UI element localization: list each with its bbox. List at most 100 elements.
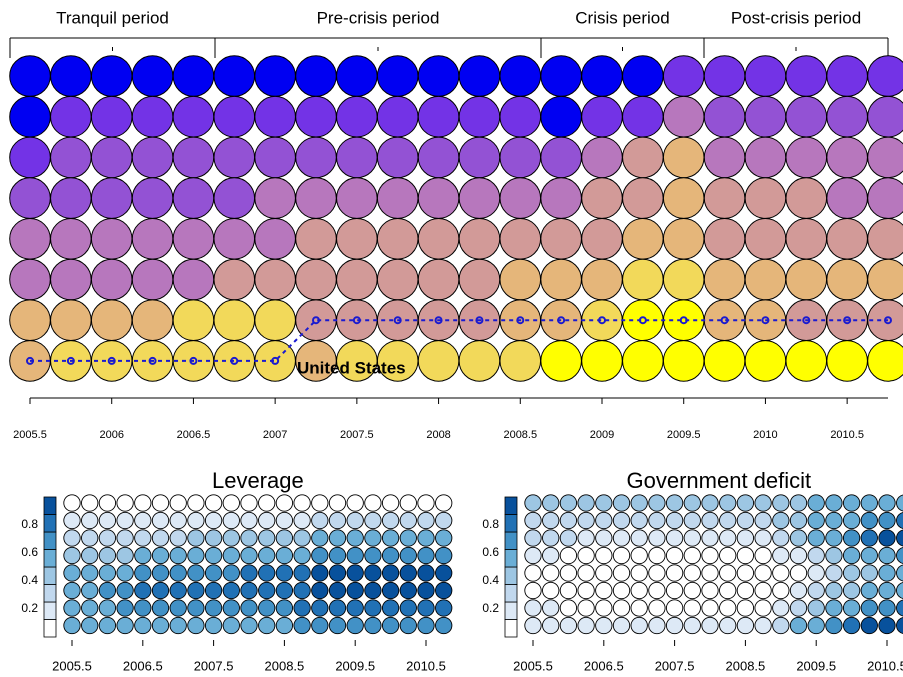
heat-circle	[630, 616, 648, 635]
state-circle	[336, 95, 378, 138]
heat-circle	[240, 529, 258, 547]
heat-circle	[665, 546, 684, 565]
heat-circle	[878, 511, 896, 530]
heat-circle	[807, 529, 825, 547]
state-circle	[744, 177, 787, 219]
heat-circle	[878, 494, 896, 512]
state-circle	[622, 95, 664, 138]
heat-circle	[346, 616, 364, 635]
period-label: Tranquil period	[56, 8, 169, 27]
state-circle	[703, 340, 746, 382]
heat-circle	[577, 511, 595, 530]
heat-circle	[878, 616, 896, 635]
heat-circle	[364, 529, 382, 547]
heat-circle	[81, 616, 99, 635]
heat-circle	[240, 564, 258, 582]
heat-circle	[187, 599, 205, 617]
legend-swatch	[43, 496, 57, 515]
heat-circle	[665, 564, 684, 582]
heat-circle	[417, 564, 435, 582]
heat-circle	[595, 546, 613, 565]
country-point	[26, 356, 34, 365]
state-circle	[50, 218, 92, 260]
heat-circle	[559, 529, 578, 547]
state-circle	[295, 177, 337, 219]
heat-circle	[701, 616, 719, 635]
country-point	[761, 316, 770, 325]
country-point	[66, 356, 75, 365]
heat-circle	[542, 546, 560, 565]
heat-circle	[417, 529, 435, 547]
state-circle	[254, 95, 296, 138]
heat-circle	[772, 529, 790, 547]
heat-circle	[754, 494, 772, 512]
state-circle	[90, 299, 133, 342]
heat-circle	[542, 599, 560, 617]
heat-circle	[559, 546, 578, 565]
heat-circle	[346, 494, 364, 512]
heat-circle	[542, 494, 560, 512]
state-circle	[90, 177, 133, 219]
heat-circle	[169, 616, 187, 635]
heat-circle	[789, 616, 808, 635]
state-circle	[499, 218, 542, 260]
x-tick-label: 2005.5	[513, 658, 553, 673]
country-point	[312, 316, 320, 325]
x-tick-label: 2009.5	[335, 658, 375, 673]
heat-circle	[328, 616, 347, 635]
heat-circle	[648, 529, 666, 547]
heat-circle	[435, 564, 453, 582]
country-label: United States	[297, 358, 406, 377]
heat-circle	[860, 564, 878, 582]
heat-circle	[346, 581, 364, 600]
heat-circle	[258, 581, 276, 600]
state-circle	[131, 258, 174, 301]
heat-circle	[559, 599, 578, 617]
heat-circle	[328, 546, 347, 565]
heat-circle	[81, 581, 99, 600]
state-circle	[9, 136, 51, 179]
heat-circle	[612, 564, 631, 582]
heat-circle	[825, 546, 843, 565]
heat-circle	[630, 494, 648, 512]
heat-circle	[860, 494, 878, 512]
state-circle	[499, 136, 542, 179]
heat-circle	[275, 599, 294, 617]
heat-circle	[612, 616, 631, 635]
heat-circle	[860, 529, 878, 547]
heat-circle	[630, 511, 648, 530]
heat-circle	[364, 616, 382, 635]
heat-circle	[151, 616, 170, 635]
heat-circle	[328, 529, 347, 547]
legend-swatch	[504, 584, 518, 603]
heat-circle	[169, 546, 187, 565]
heat-circle	[542, 581, 560, 600]
state-circle	[417, 340, 460, 382]
state-circle	[336, 136, 378, 179]
heat-circle	[789, 546, 808, 565]
legend-swatch	[504, 619, 518, 638]
heatmap-title: Government deficit	[627, 468, 812, 493]
state-circle	[581, 258, 623, 301]
state-circle	[50, 136, 92, 179]
state-circle	[662, 258, 705, 301]
legend-swatch	[43, 601, 57, 620]
state-circle	[867, 55, 903, 97]
state-circle	[90, 258, 133, 301]
heat-circle	[275, 511, 294, 530]
heat-circle	[98, 599, 117, 617]
heat-circle	[151, 511, 170, 530]
heat-circle	[878, 599, 896, 617]
legend-swatch	[504, 531, 518, 550]
heat-circle	[524, 599, 542, 617]
heat-circle	[63, 529, 81, 547]
country-point	[475, 316, 484, 325]
heat-circle	[701, 529, 719, 547]
state-circle	[131, 299, 174, 342]
heat-circle	[860, 546, 878, 565]
state-circle	[417, 218, 460, 260]
heat-circle	[134, 511, 152, 530]
heat-circle	[807, 564, 825, 582]
heat-circle	[346, 529, 364, 547]
heat-circle	[258, 564, 276, 582]
